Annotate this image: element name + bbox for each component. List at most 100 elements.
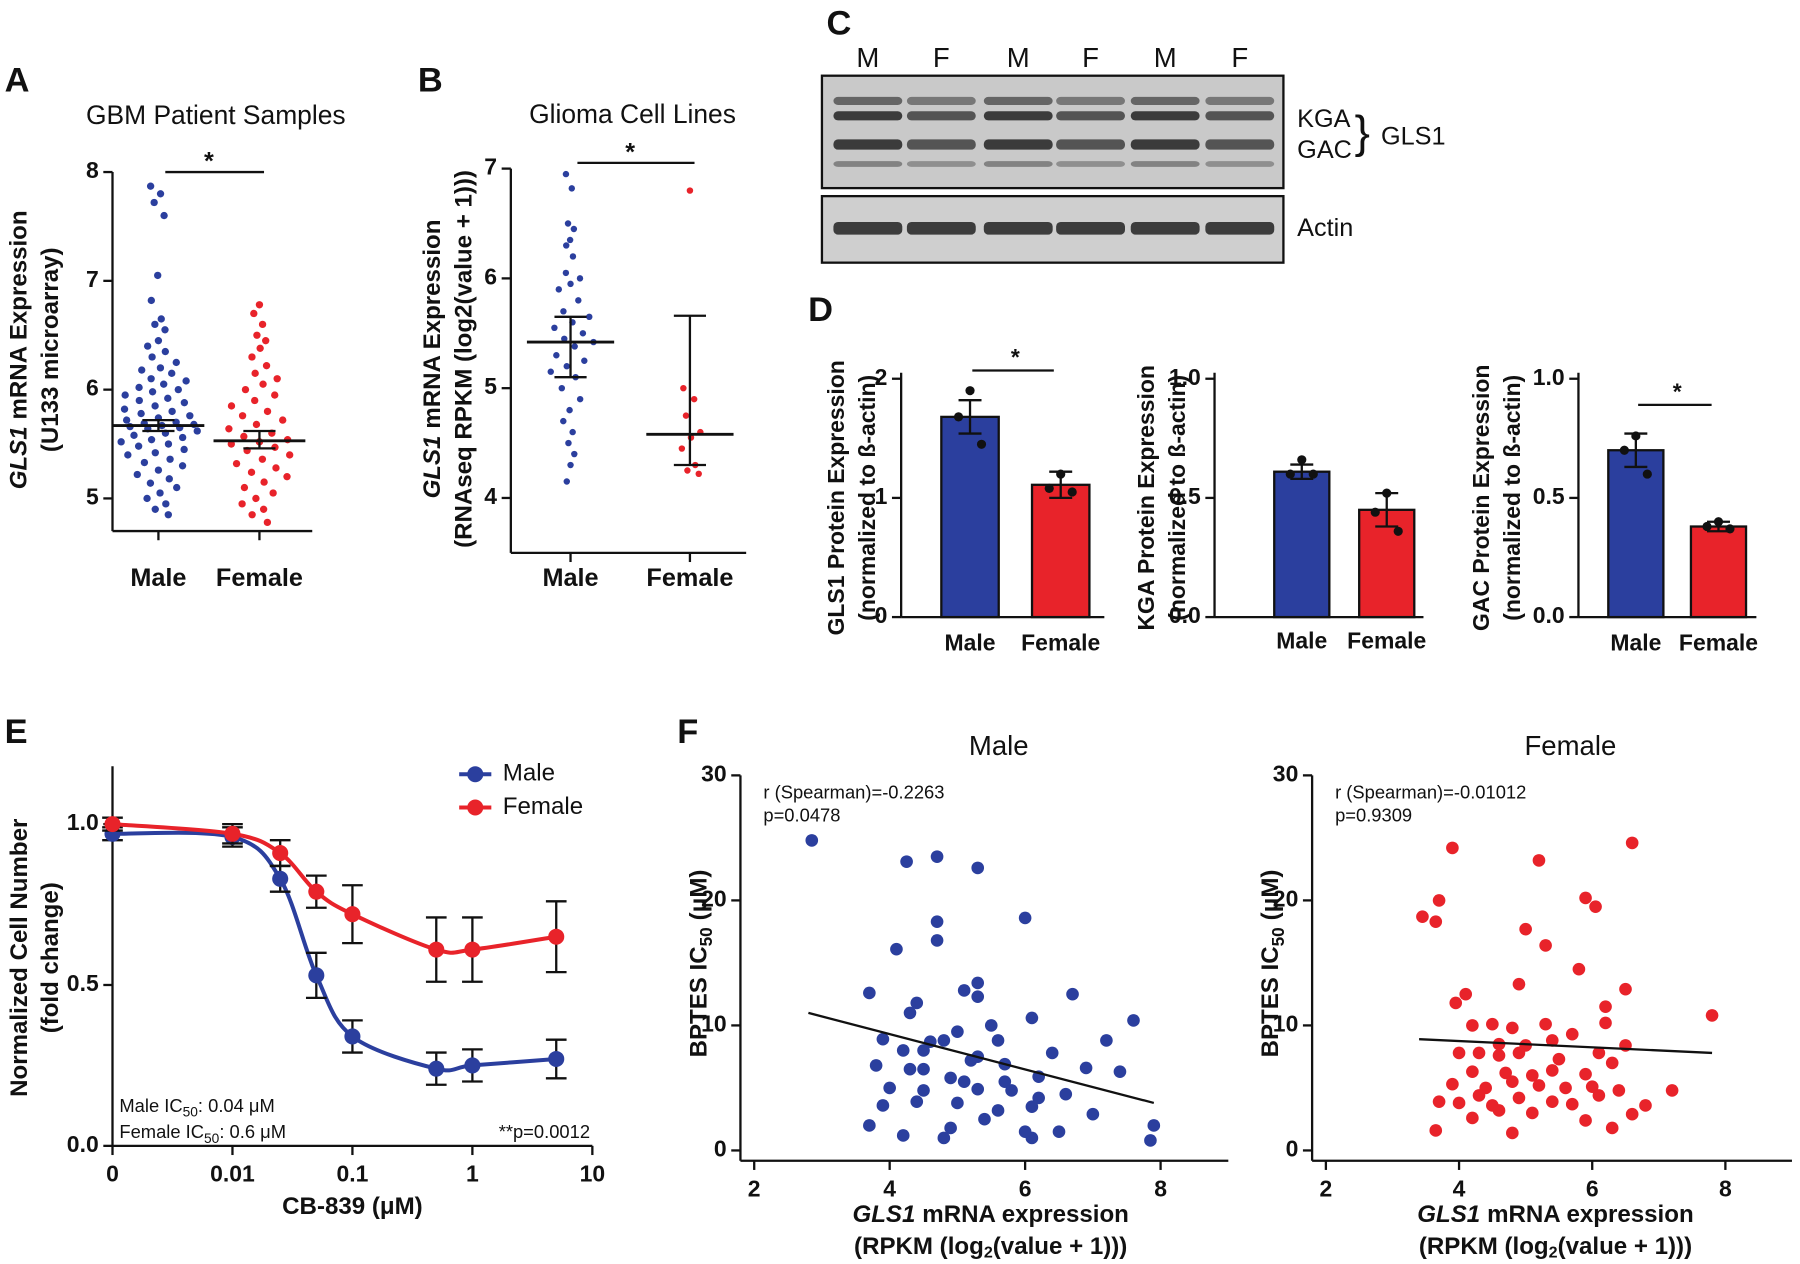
y-axis-label: Normalized Cell Number [6, 819, 33, 1097]
point [957, 1075, 971, 1088]
point [971, 861, 985, 875]
point [575, 297, 582, 304]
point [154, 337, 163, 345]
point [562, 269, 570, 277]
point [568, 185, 576, 192]
replicate-point [1370, 507, 1380, 517]
chart-title: Male [969, 730, 1029, 761]
blot-band [1056, 111, 1125, 121]
blot-band [1205, 161, 1275, 167]
x-tick-label: 4 [883, 1176, 896, 1202]
point [173, 483, 181, 492]
point [164, 394, 172, 403]
point [1416, 910, 1429, 923]
point [151, 402, 159, 410]
point [174, 385, 182, 394]
blot-gls1 [820, 74, 1285, 190]
point [273, 375, 281, 383]
point [971, 976, 985, 990]
bar [1273, 470, 1331, 619]
lane-label: F [1231, 42, 1248, 73]
replicate-point [1619, 445, 1629, 455]
fit-curve [112, 822, 557, 955]
x-tick-label: 2 [748, 1176, 761, 1202]
legend-marker [467, 799, 484, 816]
point [576, 395, 584, 403]
point [896, 1044, 910, 1057]
lane-label: M [1154, 42, 1177, 73]
bar [1689, 525, 1748, 619]
point [1432, 1095, 1446, 1108]
point [569, 428, 576, 436]
y-tick-label: 0 [714, 1136, 727, 1162]
point [567, 280, 574, 288]
point [138, 366, 146, 374]
blot-band [906, 139, 976, 150]
point [678, 445, 686, 452]
point [563, 478, 570, 485]
point [1059, 1087, 1073, 1101]
point [124, 451, 132, 459]
point [863, 986, 876, 1000]
point [1625, 1107, 1639, 1121]
point [260, 478, 268, 486]
point [1572, 962, 1586, 976]
annotation-part: : 0.04 μM [198, 1095, 275, 1116]
point [1585, 1080, 1599, 1093]
point [308, 883, 325, 900]
point [1066, 987, 1079, 1001]
annotation: p=0.9309 [1335, 805, 1412, 826]
point [1545, 1095, 1559, 1108]
point [1086, 1107, 1100, 1121]
point [680, 384, 687, 392]
point [156, 364, 165, 372]
y-axis-label-part: GLS1 [6, 426, 33, 489]
point [1466, 1019, 1479, 1032]
point [1512, 1046, 1526, 1060]
point [930, 915, 944, 928]
point [903, 1006, 917, 1020]
x-axis-label: GLS1 mRNA expression [852, 1201, 1128, 1228]
point [978, 1112, 991, 1126]
point [168, 407, 176, 416]
point [1472, 1089, 1486, 1102]
y-axis-label: (normalized to ß-actin) [854, 375, 880, 621]
point [548, 1050, 565, 1068]
point [1005, 1084, 1018, 1097]
point [253, 331, 261, 339]
panel-letter: C [827, 4, 852, 42]
point [286, 451, 294, 459]
y-axis-label: GLS1 Protein Expression [823, 360, 849, 635]
point [863, 1119, 876, 1132]
point [548, 928, 565, 945]
lane-label: F [1082, 42, 1099, 73]
x-tick-label: Male [130, 564, 186, 592]
panel-letter: D [808, 291, 833, 329]
point [117, 438, 125, 446]
y-tick-label: 10 [1273, 1010, 1299, 1036]
bar [940, 415, 1000, 619]
point [250, 309, 258, 318]
point [571, 450, 578, 458]
point [571, 343, 578, 350]
y-axis-label-part: (μM) [686, 870, 713, 921]
y-axis-label: GLS1 mRNA Expression [419, 220, 446, 499]
point [1032, 1091, 1045, 1105]
y-axis-label-part: (μM) [1257, 870, 1284, 921]
replicate-point [1713, 517, 1724, 527]
lane-label: M [856, 42, 879, 73]
legend-marker [467, 766, 484, 783]
y-axis-label-part: BPTES IC [1257, 946, 1284, 1057]
point [133, 470, 141, 479]
point [1100, 1034, 1113, 1047]
point [104, 816, 121, 833]
y-tick-label: 6 [86, 375, 99, 401]
point [428, 1060, 445, 1077]
lane-label: F [933, 42, 950, 73]
point [951, 1096, 964, 1110]
point [272, 845, 289, 862]
legend-label: Male [503, 760, 555, 787]
x-axis-label-part: (RPKM (log [854, 1233, 984, 1260]
point [1429, 1124, 1443, 1137]
significance: * [625, 138, 635, 166]
